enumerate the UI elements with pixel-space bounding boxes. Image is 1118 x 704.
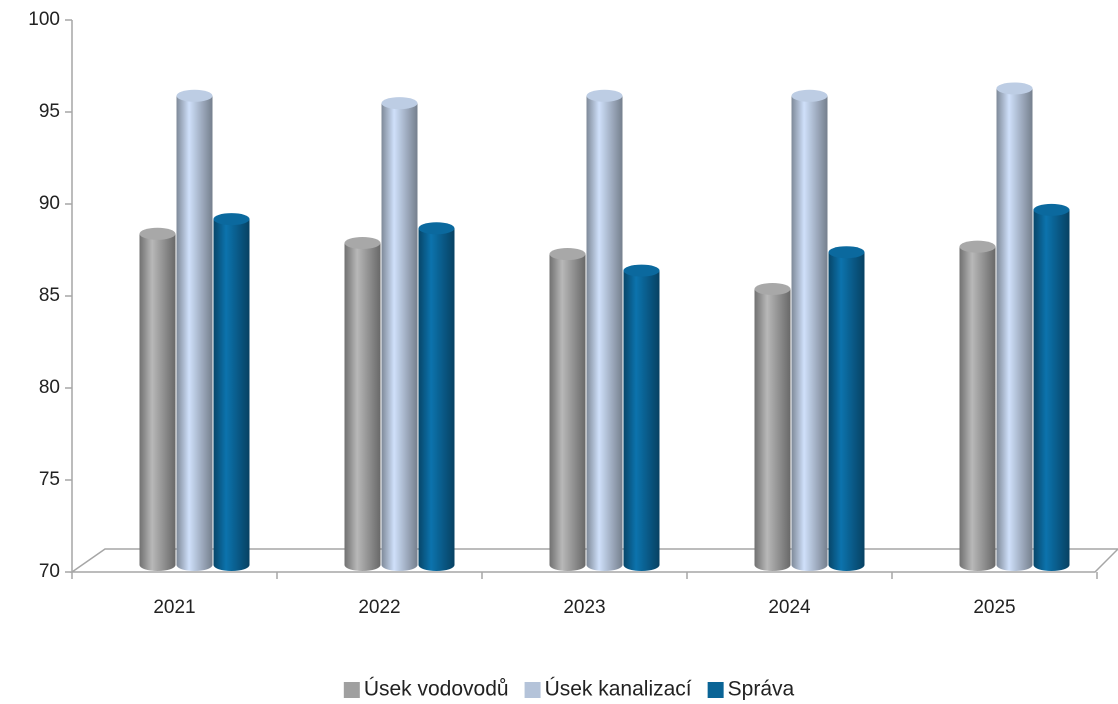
y-tick-label: 100 [28,9,60,30]
bar [996,88,1033,565]
legend-swatch [707,682,724,698]
bar [1033,209,1070,565]
bar-top [791,89,828,102]
bar [586,95,623,566]
x-tick-label: 2024 [768,597,811,618]
bar [791,95,828,566]
bar-top [344,237,381,249]
bar-top [418,222,455,235]
floor [69,548,1118,573]
bar-top [959,240,996,253]
bar [549,254,586,566]
bar [828,252,865,565]
legend-swatch [524,682,541,698]
y-tick-label: 75 [39,469,60,490]
bar-top [1033,203,1070,216]
bar-top [213,213,250,226]
bar [959,246,996,565]
bar [344,243,381,565]
bar-top [586,89,623,102]
y-tick-label: 85 [39,285,60,306]
bar-top [828,246,865,259]
bar [418,228,455,565]
y-tick-label: 80 [39,377,60,398]
bar-top [176,89,213,102]
bar [623,270,660,565]
x-tick-label: 2021 [153,597,195,618]
legend-label: Úsek kanalizací [545,678,692,701]
legend-label: Správa [728,678,795,701]
bar [213,219,250,565]
bar [754,289,791,565]
legend-swatch [343,682,360,698]
bar-top [139,227,176,240]
y-tick-label: 95 [39,101,60,122]
bar-top [549,248,586,261]
y-tick-label: 70 [39,561,60,582]
bar-top [754,283,791,295]
legend-label: Úsek vodovodů [364,678,509,701]
bar [176,95,213,566]
bar [381,103,418,565]
bar [139,233,176,566]
y-tick-label: 90 [39,193,60,214]
bar-top [623,264,660,277]
x-tick-label: 2023 [563,597,605,618]
x-tick-label: 2025 [973,597,1015,618]
x-tick-label: 2022 [358,597,400,618]
bar-top [996,82,1033,95]
bar-top [381,97,418,110]
